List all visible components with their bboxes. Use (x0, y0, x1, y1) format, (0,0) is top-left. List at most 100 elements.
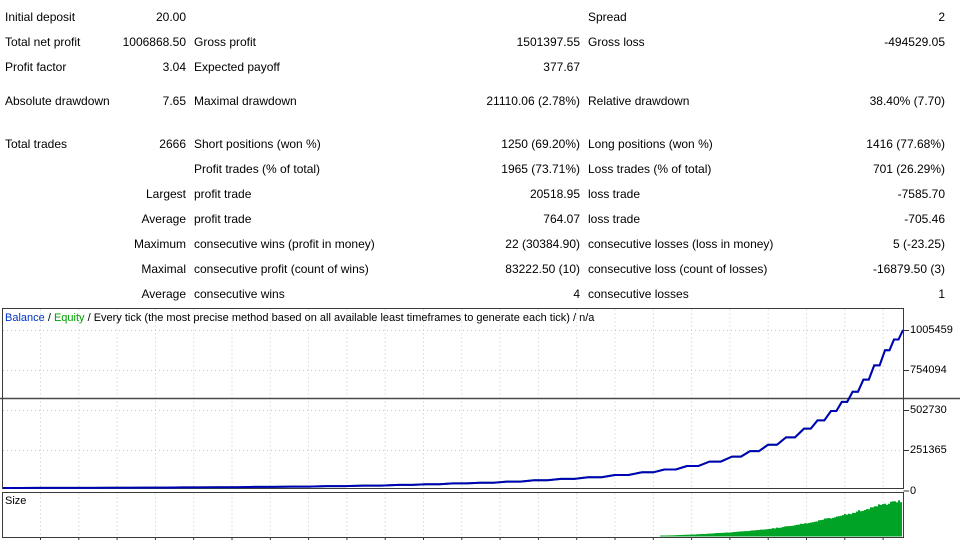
size-bar (726, 533, 728, 537)
size-bar (824, 519, 826, 537)
stat-label: Spread (588, 10, 778, 24)
stat-label: Short positions (won %) (194, 137, 409, 151)
size-bar (838, 516, 840, 536)
stat-value: 1006868.50 (110, 35, 186, 49)
stat-value: 20518.95 (409, 187, 580, 201)
size-bar (770, 529, 772, 537)
size-bar (830, 518, 832, 536)
stat-value: 20.00 (110, 10, 186, 24)
test-method-text: Every tick (the most precise method base… (94, 312, 595, 324)
size-bar (864, 510, 866, 536)
stat-value: 38.40% (7.70) (778, 94, 945, 108)
size-bar (722, 533, 724, 537)
size-bar (882, 504, 884, 536)
balance-legend-label: Balance (5, 312, 45, 324)
size-bar (900, 502, 902, 536)
size-bar (858, 510, 860, 536)
stat-label: Loss trades (% of total) (588, 162, 778, 176)
stat-value: 764.07 (409, 212, 580, 226)
table-row: Average profit trade 764.07 loss trade -705.… (0, 206, 960, 231)
size-panel-label: Size (5, 495, 26, 507)
size-bar (760, 530, 762, 537)
size-bar (856, 512, 858, 537)
stat-label: Maximal drawdown (194, 94, 409, 108)
size-bar (768, 529, 770, 536)
stat-value: 4 (409, 287, 580, 301)
size-bar (812, 522, 814, 536)
stat-label: Total trades (0, 137, 110, 151)
size-bar (776, 528, 778, 537)
size-bar (894, 501, 896, 536)
size-bar (718, 533, 720, 537)
size-bar (816, 521, 818, 536)
size-bar (878, 504, 880, 536)
stat-label: Initial deposit (0, 10, 110, 24)
size-bar (842, 515, 844, 536)
stat-value: 1965 (73.71%) (409, 162, 580, 176)
size-bar (758, 530, 760, 536)
stat-value: 1501397.55 (409, 35, 580, 49)
size-bar (670, 535, 672, 536)
stat-value: 5 (-23.25) (778, 237, 945, 251)
size-bar (748, 531, 750, 536)
stat-value: 1 (778, 287, 945, 301)
size-bar (678, 535, 680, 536)
size-bar (704, 534, 706, 537)
size-bar (780, 528, 782, 537)
stats-table: Initial deposit 20.00 Spread 2 Total net pro… (0, 0, 960, 306)
stat-label: consecutive profit (count of wins) (194, 262, 409, 276)
size-bar (818, 520, 820, 536)
stat-label: Gross profit (194, 35, 409, 49)
size-bar (862, 511, 864, 537)
stat-label: Total net profit (0, 35, 110, 49)
size-bar (710, 534, 712, 537)
size-bar (736, 532, 738, 537)
legend-separator: / (85, 312, 94, 324)
stat-label: Expected payoff (194, 60, 409, 74)
size-bar (712, 533, 714, 536)
size-bar (792, 526, 794, 537)
size-bar (888, 504, 890, 537)
size-bar (754, 530, 756, 536)
stat-label: consecutive loss (count of losses) (588, 262, 778, 276)
stat-value: 22 (30384.90) (409, 237, 580, 251)
legend-separator: / (45, 312, 54, 324)
size-bar (730, 532, 732, 536)
stat-value: 7.65 (110, 94, 186, 108)
size-bar (866, 509, 868, 536)
size-bar (844, 514, 846, 536)
size-bar (876, 506, 878, 536)
size-bar (788, 526, 790, 536)
size-bar (746, 531, 748, 536)
stat-label: loss trade (588, 187, 778, 201)
graph-legend: Balance / Equity / Every tick (the most … (5, 312, 594, 324)
size-bar (738, 532, 740, 537)
size-bar (688, 535, 690, 537)
stat-value: -16879.50 (3) (778, 262, 945, 276)
size-bar (690, 535, 692, 537)
size-bar (686, 535, 688, 537)
stat-label: consecutive wins (profit in money) (194, 237, 409, 251)
stat-label: consecutive losses (588, 287, 778, 301)
stat-value: 2 (778, 10, 945, 24)
size-bar (708, 534, 710, 537)
size-bar (742, 531, 744, 536)
size-bar (728, 533, 730, 537)
size-bar (732, 532, 734, 536)
stat-value: 701 (26.29%) (778, 162, 945, 176)
graph-canvas (0, 308, 960, 540)
size-bar (810, 523, 812, 537)
size-bar (744, 531, 746, 536)
size-bar (870, 507, 872, 536)
size-bar (832, 518, 834, 537)
size-bar (814, 522, 816, 537)
size-bar (740, 531, 742, 536)
size-bar (800, 524, 802, 537)
size-bar (834, 517, 836, 536)
size-bar (764, 529, 766, 536)
size-bar (872, 507, 874, 536)
size-bar (806, 523, 808, 536)
table-row: Total net profit 1006868.50 Gross profit 15… (0, 29, 960, 54)
size-bar (890, 502, 892, 537)
size-bar (796, 525, 798, 537)
